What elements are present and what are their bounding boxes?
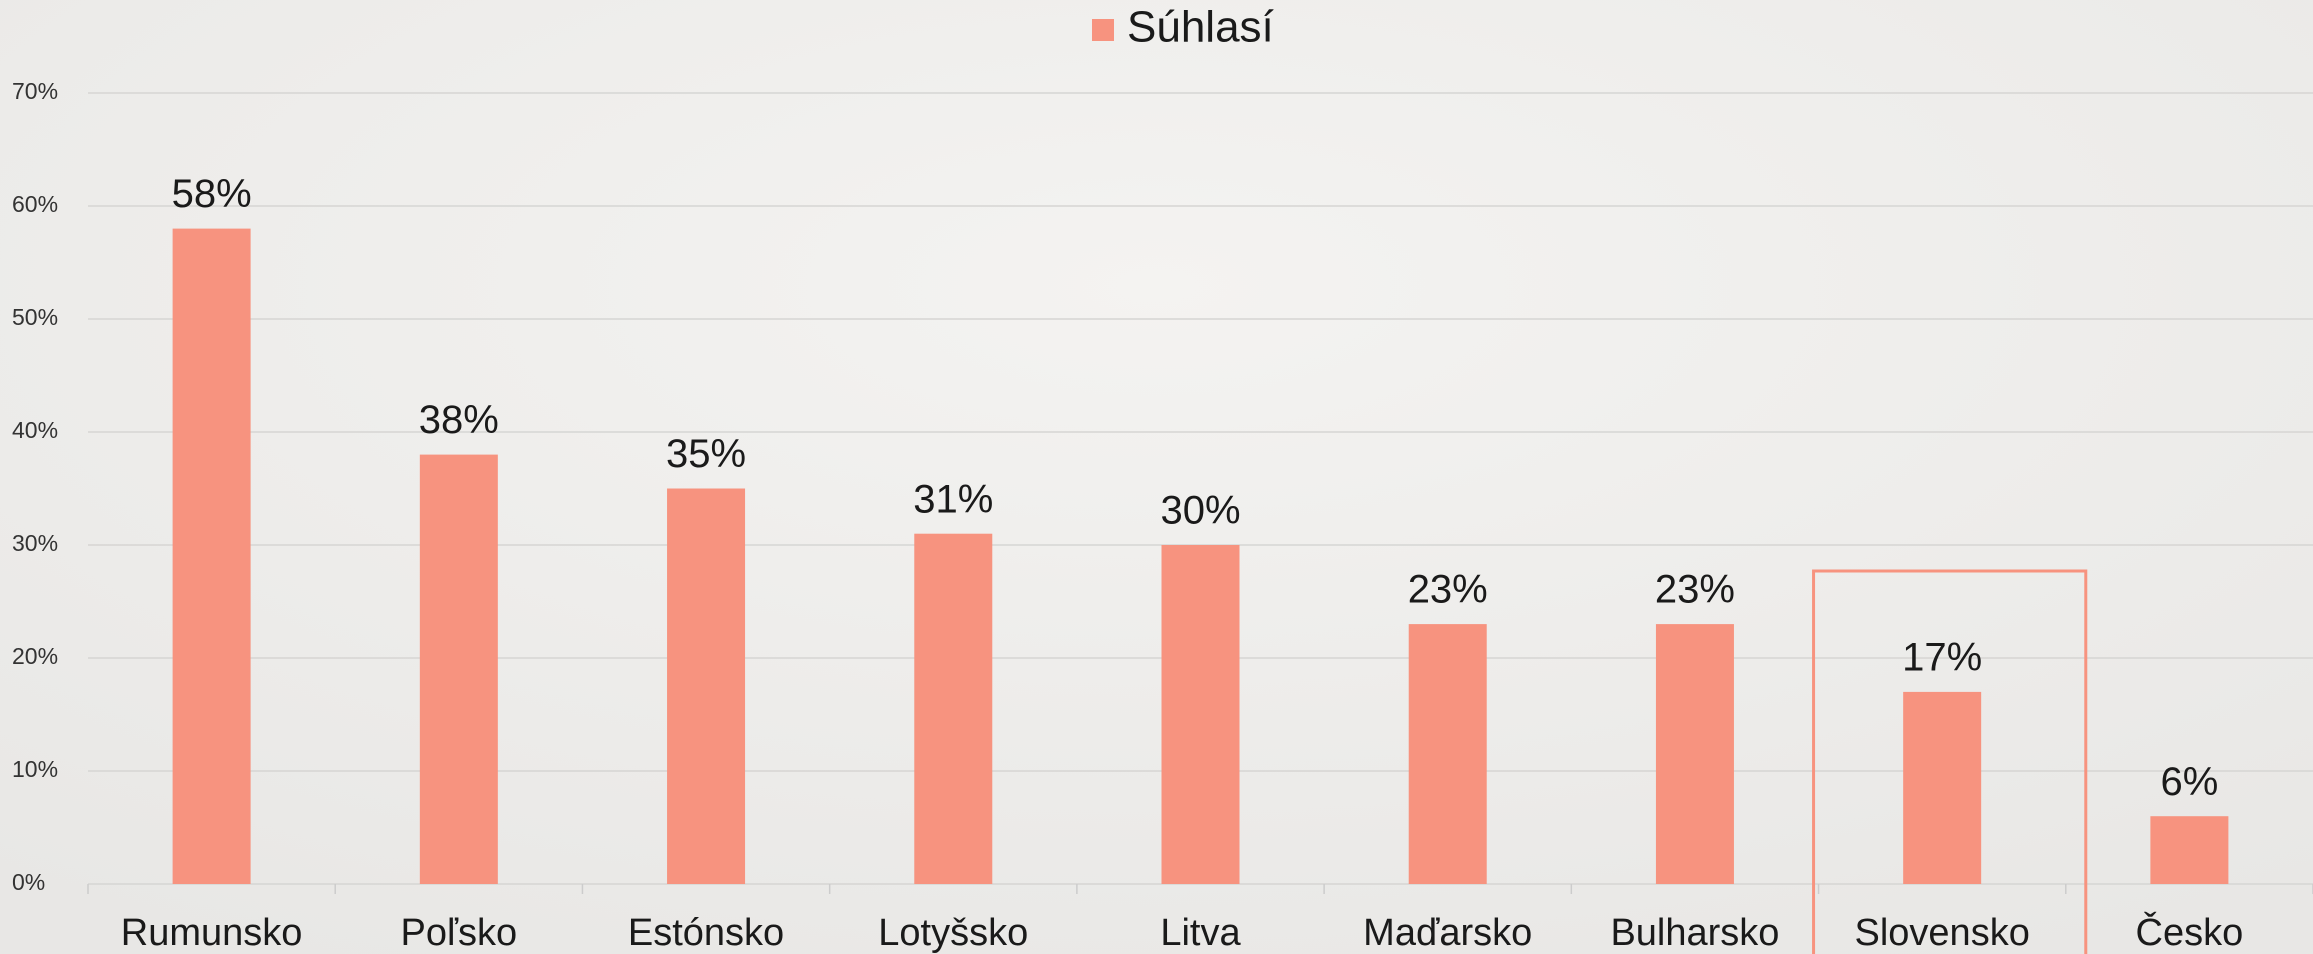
value-label: 38% [419,398,499,442]
x-tick-label: Poľsko [400,912,517,954]
x-tick-label: Lotyšsko [878,912,1028,954]
bar [2150,816,2229,884]
y-tick-label: 70% [12,78,58,104]
value-label: 23% [1655,568,1735,612]
y-tick-label: 50% [12,304,58,330]
x-tick-label: Česko [2136,910,2244,954]
legend-label: Súhlasí [1127,3,1275,52]
value-label: 30% [1160,489,1240,533]
y-tick-label: 60% [12,191,58,217]
bar [172,228,251,885]
value-label: 6% [2160,760,2218,804]
y-tick-label: 10% [12,756,58,782]
bar [914,533,993,884]
y-tick-label: 40% [12,417,58,443]
highlight-box [1812,569,2088,954]
x-tick-label: Bulharsko [1610,912,1779,954]
y-tick-label: 30% [12,530,58,556]
bar [1161,545,1240,884]
legend-swatch [1092,19,1114,41]
bar [667,488,746,884]
value-label: 17% [1902,635,1982,679]
y-tick-label: 20% [12,643,58,669]
value-label: 58% [172,172,252,216]
x-tick-label: Slovensko [1855,912,2030,954]
value-label: 35% [666,432,746,476]
value-label: 31% [913,477,993,521]
x-tick-label: Estónsko [628,912,784,954]
x-tick-label: Rumunsko [121,912,303,954]
value-label: 23% [1408,568,1488,612]
bar [1903,691,1982,884]
x-tick-label: Maďarsko [1363,912,1532,954]
bar [419,454,498,884]
x-tick-label: Litva [1160,912,1241,954]
bar [1655,624,1734,884]
bar [1408,624,1487,884]
y-tick-label: 0% [12,869,45,895]
